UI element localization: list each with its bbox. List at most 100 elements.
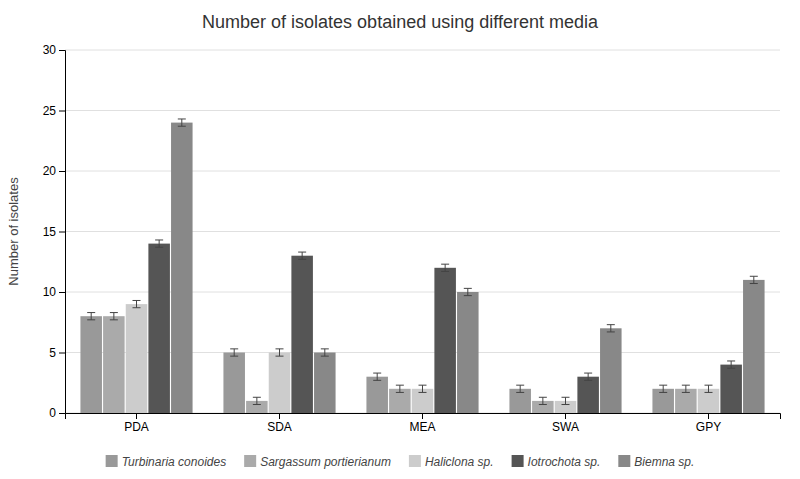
error-bar <box>419 385 427 392</box>
tick-mark <box>279 413 280 419</box>
legend: Turbinaria conoides Sargassum portierianu… <box>106 455 695 469</box>
tick-mark <box>59 50 65 51</box>
x-tick: MEA <box>409 413 435 434</box>
legend-swatch <box>244 455 256 467</box>
bar <box>457 292 479 413</box>
tick-mark <box>59 413 65 414</box>
legend-swatch <box>106 455 118 467</box>
error-bar <box>464 288 472 295</box>
bar <box>148 244 170 413</box>
error-bar <box>682 385 690 392</box>
y-tick: 25 <box>43 104 65 118</box>
error-bar <box>155 240 163 247</box>
error-bar <box>321 349 329 356</box>
y-axis-title: Number of isolates <box>6 177 21 286</box>
tick-mark <box>59 353 65 354</box>
bar <box>577 377 599 413</box>
grid-line <box>65 50 780 51</box>
error-bar <box>659 385 667 392</box>
tick-mark <box>59 232 65 233</box>
x-tick: PDA <box>124 413 149 434</box>
series <box>148 240 742 413</box>
tick-label: PDA <box>124 420 149 434</box>
legend-item: Iotrochota sp. <box>512 455 601 469</box>
tick-label: SDA <box>267 420 292 434</box>
error-bar <box>87 313 95 320</box>
x-tick: SDA <box>267 413 292 434</box>
y-tick: 0 <box>49 406 65 420</box>
error-bar <box>727 361 735 368</box>
bar <box>80 316 102 413</box>
grid-line <box>65 110 780 111</box>
error-bar <box>298 252 306 259</box>
chart-svg: Number of isolates obtained using differ… <box>0 0 800 479</box>
tick-label: GPY <box>696 420 721 434</box>
legend-swatch <box>618 455 630 467</box>
tick-mark <box>708 413 709 419</box>
legend-item: Haliclona sp. <box>409 455 494 469</box>
bar <box>434 268 456 413</box>
legend-label: Iotrochota sp. <box>528 455 601 469</box>
error-bar <box>253 397 261 404</box>
tick-label: 10 <box>43 285 57 299</box>
bar <box>223 353 245 414</box>
error-bar <box>584 373 592 380</box>
bar <box>366 377 388 413</box>
tick-label: MEA <box>409 420 435 434</box>
x-tick: GPY <box>696 413 721 434</box>
tick-label: 5 <box>49 346 56 360</box>
bar <box>314 353 336 414</box>
tick-label: 30 <box>43 43 57 57</box>
error-bar <box>750 276 758 283</box>
tick-label: 15 <box>43 225 57 239</box>
error-bar <box>441 264 449 271</box>
bar <box>291 256 313 413</box>
y-tick: 15 <box>43 225 65 239</box>
tick-mark <box>59 111 65 112</box>
axis-line <box>59 51 66 414</box>
legend-swatch <box>409 455 421 467</box>
x-axis: PDASDAMEASWAGPY <box>66 413 781 434</box>
tick-mark <box>59 171 65 172</box>
error-bar <box>110 313 118 320</box>
series <box>126 300 720 413</box>
error-bar <box>373 373 381 380</box>
plot-area: 051015202530PDASDAMEASWAGPY <box>43 43 781 433</box>
error-bar <box>607 325 615 332</box>
tick-label: 20 <box>43 164 57 178</box>
error-bar <box>396 385 404 392</box>
chart-container: Number of isolates obtained using differ… <box>0 0 800 479</box>
legend-label: Haliclona sp. <box>425 455 494 469</box>
legend-item: Sargassum portierianum <box>244 455 391 469</box>
legend-label: Turbinaria conoides <box>122 455 227 469</box>
axis-line <box>66 414 781 420</box>
marks <box>80 119 764 413</box>
bar <box>126 304 148 413</box>
tick-mark <box>59 292 65 293</box>
error-bar <box>133 300 141 307</box>
bar <box>600 328 622 413</box>
series <box>171 119 765 413</box>
legend-item: Turbinaria conoides <box>106 455 227 469</box>
error-bar <box>230 349 238 356</box>
tick-mark <box>565 413 566 419</box>
tick-label: 25 <box>43 104 57 118</box>
tick-mark <box>422 413 423 419</box>
y-tick: 5 <box>49 346 65 360</box>
error-bar <box>516 385 524 392</box>
legend-label: Biemna sp. <box>634 455 694 469</box>
y-tick: 10 <box>43 285 65 299</box>
bar <box>720 365 742 413</box>
bar <box>743 280 765 413</box>
y-axis: 0 5 10 15 20 25 30 <box>43 43 66 420</box>
grid <box>65 50 780 413</box>
legend-item: Biemna sp. <box>618 455 694 469</box>
tick-mark <box>136 413 137 419</box>
tick-label: 0 <box>49 406 56 420</box>
legend-swatch <box>512 455 524 467</box>
bar <box>269 353 291 414</box>
chart-title: Number of isolates obtained using differ… <box>202 12 599 32</box>
error-bar <box>276 349 284 356</box>
y-tick: 30 <box>43 43 65 57</box>
error-bar <box>705 385 713 392</box>
